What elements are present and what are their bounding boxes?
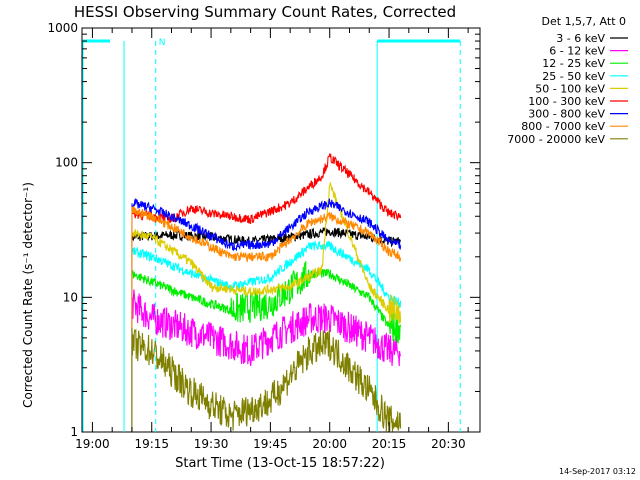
y-axis: 1 10 100 1000 bbox=[47, 21, 480, 439]
annotation-label: N bbox=[159, 38, 166, 48]
series-line-3 bbox=[131, 240, 402, 309]
y-tick-label: 1000 bbox=[47, 21, 78, 35]
series-line-4 bbox=[131, 182, 402, 324]
series-line-8 bbox=[131, 328, 402, 433]
x-tick-label: 19:15 bbox=[134, 437, 169, 451]
x-tick-label: 20:00 bbox=[312, 437, 347, 451]
observing-markers: N bbox=[82, 38, 461, 432]
y-axis-label: Corrected Count Rate (s⁻¹ detector⁻¹) bbox=[21, 182, 35, 408]
legend-label-6: 300 - 800 keV bbox=[528, 108, 605, 121]
x-tick-label: 19:00 bbox=[75, 437, 110, 451]
legend-label-7: 800 - 7000 keV bbox=[521, 120, 605, 133]
legend-label-5: 100 - 300 keV bbox=[528, 95, 605, 108]
series-line-7 bbox=[131, 206, 402, 263]
series-line-2 bbox=[131, 261, 402, 344]
y-tick-label: 100 bbox=[55, 156, 78, 170]
legend-title: Det 1,5,7, Att 0 bbox=[542, 15, 626, 28]
legend-label-1: 6 - 12 keV bbox=[549, 45, 605, 58]
x-axis-label: Start Time (13-Oct-15 18:57:22) bbox=[175, 456, 385, 471]
series-line-1 bbox=[131, 289, 402, 367]
y-tick-label: 10 bbox=[63, 290, 78, 304]
legend-label-0: 3 - 6 keV bbox=[556, 32, 605, 45]
y-tick-label: 1 bbox=[70, 425, 78, 439]
x-tick-label: 20:30 bbox=[431, 437, 466, 451]
x-tick-label: 20:15 bbox=[372, 437, 407, 451]
legend-label-3: 25 - 50 keV bbox=[542, 70, 605, 83]
legend-label-4: 50 - 100 keV bbox=[535, 82, 605, 95]
x-tick-label: 19:30 bbox=[194, 437, 229, 451]
series-group bbox=[131, 153, 402, 433]
legend-label-2: 12 - 25 keV bbox=[542, 57, 605, 70]
series-line-0 bbox=[131, 227, 402, 248]
plot-frame bbox=[81, 27, 481, 433]
chart-title: HESSI Observing Summary Count Rates, Cor… bbox=[74, 3, 456, 21]
plot-area: N bbox=[81, 27, 481, 433]
footer-date: 14-Sep-2017 03:12 bbox=[559, 467, 636, 476]
x-tick-label: 19:45 bbox=[253, 437, 288, 451]
series-line-6 bbox=[131, 197, 402, 252]
legend-label-8: 7000 - 20000 keV bbox=[507, 133, 605, 146]
series-line-5 bbox=[131, 153, 402, 225]
x-axis: 19:00 19:15 19:30 19:45 20:00 20:15 20:30 bbox=[75, 28, 469, 451]
